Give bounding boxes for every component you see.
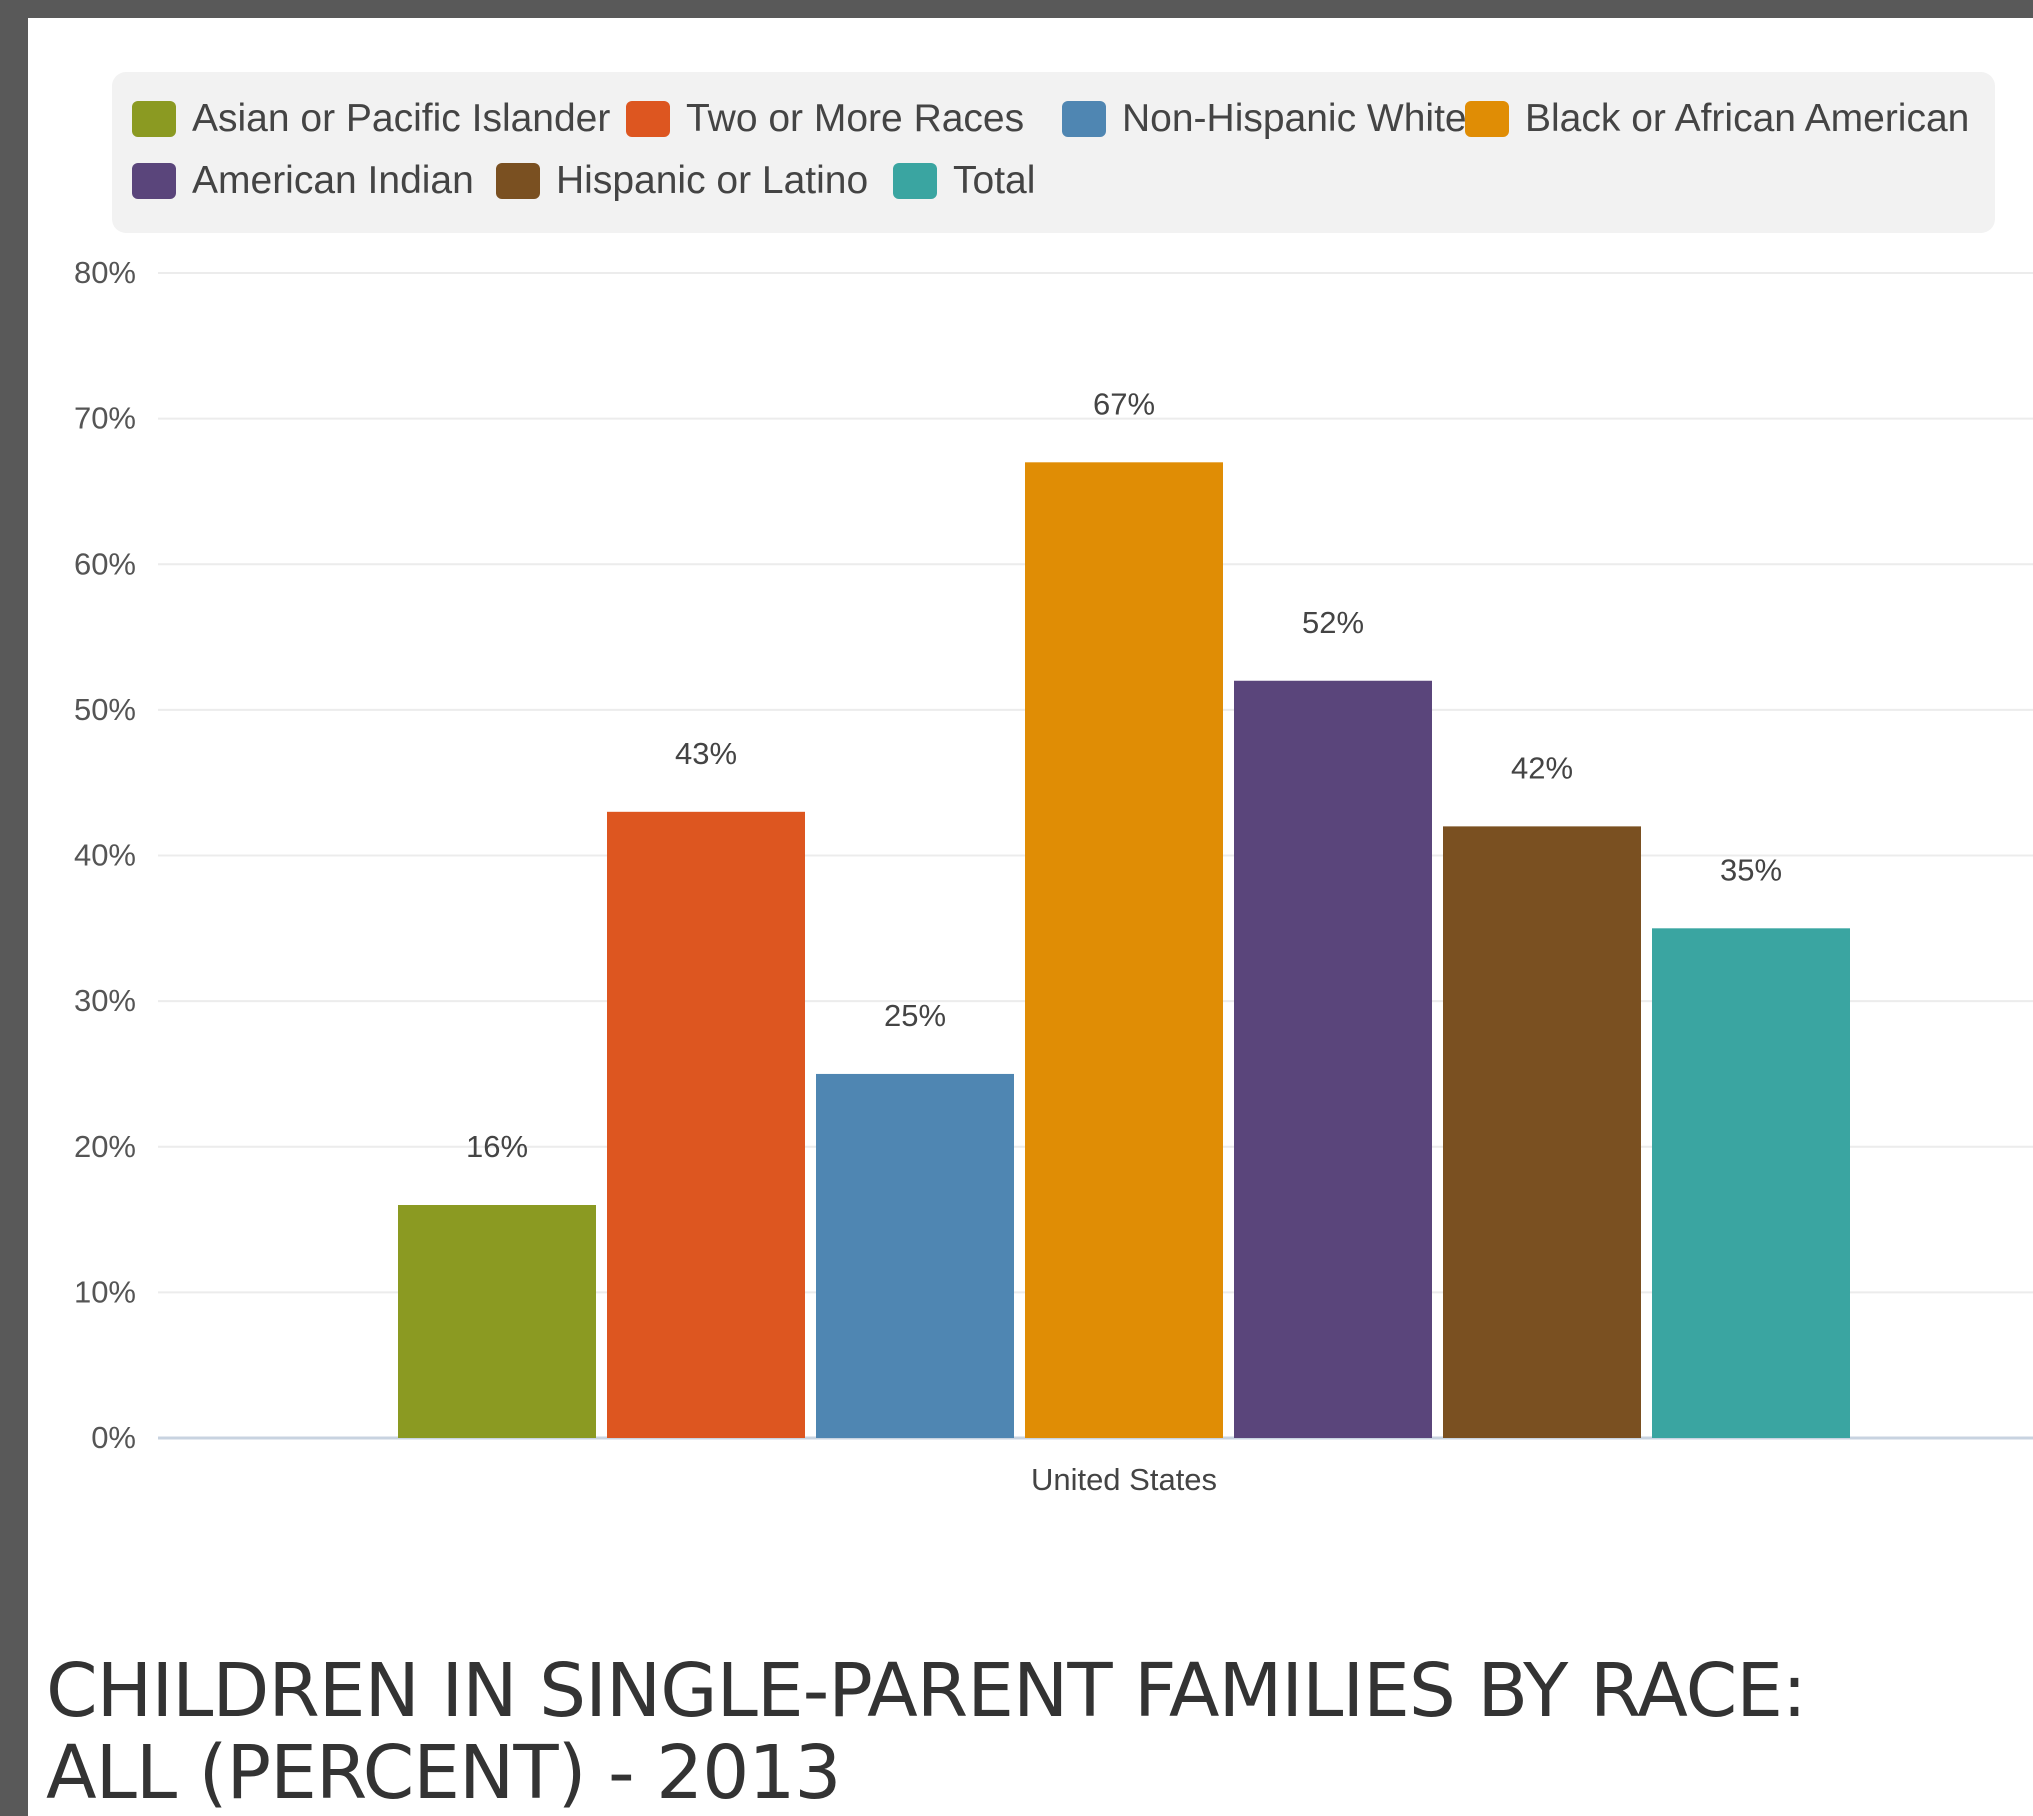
bar[interactable] — [1652, 928, 1850, 1438]
bar[interactable] — [1025, 462, 1223, 1438]
y-tick-label: 10% — [74, 1274, 136, 1309]
legend-item[interactable]: Total — [893, 159, 1035, 203]
legend-label: Total — [953, 159, 1036, 202]
bar[interactable] — [1443, 826, 1641, 1438]
y-tick-label: 50% — [74, 692, 136, 727]
y-tick-label: 0% — [91, 1420, 136, 1455]
legend-label: Black or African American — [1525, 97, 1970, 140]
legend-label: Non-Hispanic White — [1122, 97, 1467, 140]
data-label: 43% — [675, 736, 737, 771]
legend-swatch — [893, 163, 937, 199]
y-tick-label: 40% — [74, 838, 136, 873]
data-label: 25% — [884, 998, 946, 1033]
chart-title: CHILDREN IN SINGLE-PARENT FAMILIES BY RA… — [46, 1648, 1807, 1816]
legend-swatch — [1062, 101, 1106, 137]
legend-swatch — [626, 101, 670, 137]
legend-label: American Indian — [192, 159, 474, 202]
legend-swatch — [496, 163, 540, 199]
bar-chart: 0% 10% 20% 30% 40% 50% 60% 70% 80% 16% 43% 25% 67% 52… — [74, 255, 2033, 1497]
bar[interactable] — [607, 811, 805, 1438]
legend-label: Two or More Races — [686, 97, 1025, 140]
legend-swatch — [132, 163, 176, 199]
y-tick-label: 20% — [74, 1129, 136, 1164]
legend-item[interactable]: Black or African American — [1465, 97, 1969, 141]
y-tick-label: 30% — [74, 983, 136, 1018]
legend-item[interactable]: Hispanic or Latino — [496, 159, 868, 203]
legend-swatch — [132, 101, 176, 137]
data-label: 67% — [1093, 386, 1155, 421]
bar[interactable] — [816, 1073, 1014, 1438]
legend-item[interactable]: Non-Hispanic White — [1062, 97, 1467, 141]
y-tick-label: 70% — [74, 401, 136, 436]
data-label: 42% — [1511, 750, 1573, 785]
legend-item[interactable]: Asian or Pacific Islander — [132, 97, 610, 141]
y-tick-label: 80% — [74, 255, 136, 290]
data-label: 52% — [1302, 605, 1364, 640]
legend-item[interactable]: American Indian — [132, 159, 474, 203]
legend-label: Hispanic or Latino — [556, 159, 869, 202]
legend-label: Asian or Pacific Islander — [192, 97, 611, 140]
x-category-label: United States — [1031, 1462, 1217, 1497]
y-tick-label: 60% — [74, 546, 136, 581]
data-label: 35% — [1720, 852, 1782, 887]
legend-item[interactable]: Two or More Races — [626, 97, 1024, 141]
chart-panel: Asian or Pacific Islander Two or More Rac… — [28, 18, 2033, 1816]
bar[interactable] — [1234, 680, 1432, 1438]
legend-swatch — [1465, 101, 1509, 137]
bar[interactable] — [398, 1205, 596, 1438]
legend: Asian or Pacific Islander Two or More Rac… — [112, 72, 1995, 233]
data-label: 16% — [466, 1129, 528, 1164]
